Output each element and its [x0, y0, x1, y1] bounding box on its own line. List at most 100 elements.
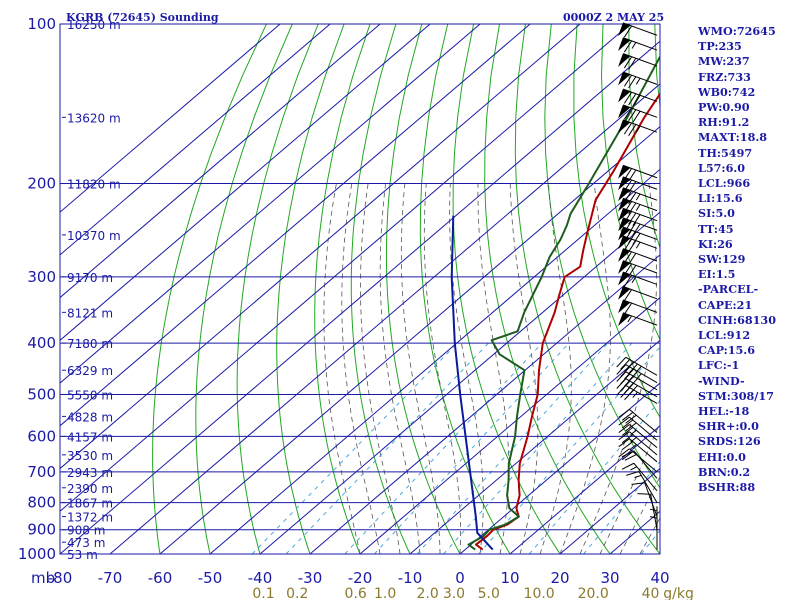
mixing-ratio-line [344, 342, 543, 554]
temperature-tick-label: -60 [148, 569, 173, 587]
wind-barb [618, 431, 658, 456]
pressure-tick-label: 800 [27, 494, 56, 512]
dry-adiabat-line [152, 24, 267, 554]
pressure-tick-label: 600 [27, 427, 56, 445]
height-label: 908 m [67, 524, 105, 538]
moist-adiabat-line [323, 183, 361, 554]
sounding-index: -PARCEL- [698, 282, 759, 297]
wind-barb [618, 53, 658, 70]
height-label: 13620 m [67, 111, 121, 125]
isotherm-line [209, 168, 660, 554]
wind-barb [631, 482, 658, 517]
dry-adiabat-line [385, 24, 461, 554]
temperature-tick-label: -70 [98, 569, 123, 587]
sounding-index: SRDS:126 [698, 434, 761, 449]
sounding-index: L57:6.0 [698, 160, 746, 175]
sounding-index: LI:15.6 [698, 191, 743, 206]
temperature-tick-label: -30 [298, 569, 323, 587]
sounding-profiles [450, 54, 660, 551]
pressure-tick-label: 700 [27, 463, 56, 481]
isotherm-line [60, 40, 660, 554]
mixing-ratio-line [251, 342, 458, 554]
isotherm-line [60, 24, 531, 427]
isotherm-line [309, 254, 660, 554]
isotherm-line [409, 339, 660, 554]
pressure-tick-label: 200 [27, 175, 56, 193]
isotherm-line [459, 382, 660, 554]
temperature-tick-label: -20 [348, 569, 373, 587]
wind-barb [626, 470, 658, 503]
height-label: 1372 m [67, 511, 113, 525]
sounding-index: WB0:742 [698, 84, 756, 99]
temperature-tick-label: -50 [198, 569, 223, 587]
height-label: 2390 m [67, 482, 113, 496]
mixing-ratio-line [416, 342, 609, 554]
wind-barb [618, 187, 658, 204]
wind-barb [618, 88, 658, 107]
sounding-index: SW:129 [698, 252, 746, 267]
height-label: 7180 m [67, 337, 113, 351]
mixing-ratio-label: g/kg [663, 586, 694, 600]
mixing-ratio-label: 0.2 [286, 586, 308, 600]
sounding-index: SHR+:0.0 [698, 419, 759, 434]
sounding-index: MAXT:18.8 [698, 130, 768, 145]
pressure-tick-label: 400 [27, 334, 56, 352]
dry-adiabat-line [628, 24, 660, 250]
wind-barb [621, 450, 658, 479]
wind-barb [621, 462, 658, 492]
sounding-index: LCL:912 [698, 328, 751, 343]
isotherm-line [359, 296, 660, 554]
mixing-ratio-label: 40 [642, 586, 660, 600]
wind-barb [618, 37, 658, 53]
temperature-tick-label: -10 [398, 569, 423, 587]
sounding-index: TH:5497 [698, 145, 753, 160]
temperature-tick-label: 40 [650, 569, 669, 587]
pressure-unit-label: mb [31, 569, 55, 587]
dry-adiabat-line [452, 24, 561, 554]
temperature-tick-label: -40 [248, 569, 273, 587]
mixing-ratio-line [443, 342, 633, 554]
isotherm-line [60, 24, 631, 512]
pressure-tick-label: 300 [27, 268, 56, 286]
height-label: 3530 m [67, 449, 113, 463]
height-label: 2943 m [67, 466, 113, 480]
sounding-index: BRN:0.2 [698, 464, 751, 479]
dry-adiabat-line [276, 24, 345, 554]
wind-barb [618, 235, 658, 253]
mixing-ratio-line [478, 346, 660, 554]
mixing-ratio-line [374, 342, 570, 554]
temperature-profile [475, 92, 660, 551]
dry-adiabat-line [236, 24, 319, 554]
isotherm-line [60, 24, 431, 341]
wind-barb [618, 71, 658, 89]
sounding-indices-panel: WMO:72645 TP:235 MW:237 FRZ:733 WB0:742 PW:0.… [698, 24, 798, 495]
wind-barb [618, 299, 658, 315]
wind-barb [618, 271, 658, 287]
mixing-ratio-label: 1.0 [374, 586, 396, 600]
mixing-ratio-line [528, 400, 660, 554]
temperature-tick-label: 20 [550, 569, 569, 587]
pressure-tick-label: 100 [27, 15, 56, 33]
wind-barb [618, 286, 658, 302]
sounding-index: FRZ:733 [698, 69, 751, 84]
pressure-tick-label: 500 [27, 385, 56, 403]
height-label: 1867 m [67, 497, 113, 511]
mixing-ratio-label: 20.0 [578, 586, 609, 600]
wind-barb [618, 416, 658, 441]
isotherm-line [259, 211, 660, 554]
isotherm-line [509, 425, 660, 554]
temperature-tick-label: 30 [600, 569, 619, 587]
isobar-grid [59, 23, 661, 555]
sounding-index: TP:235 [698, 39, 742, 54]
sounding-index: LCL:966 [698, 176, 751, 191]
wind-barb [649, 513, 658, 550]
sounding-index: CINH:68130 [698, 312, 776, 327]
temperature-tick-label: 10 [500, 569, 519, 587]
wind-barbs [616, 22, 658, 550]
height-label: 5550 m [67, 388, 113, 402]
dry-adiabat-line [350, 24, 411, 554]
wind-barb [618, 197, 658, 215]
sounding-index: KI:26 [698, 236, 733, 251]
wind-barb [618, 226, 658, 245]
wind-barb [618, 22, 658, 38]
